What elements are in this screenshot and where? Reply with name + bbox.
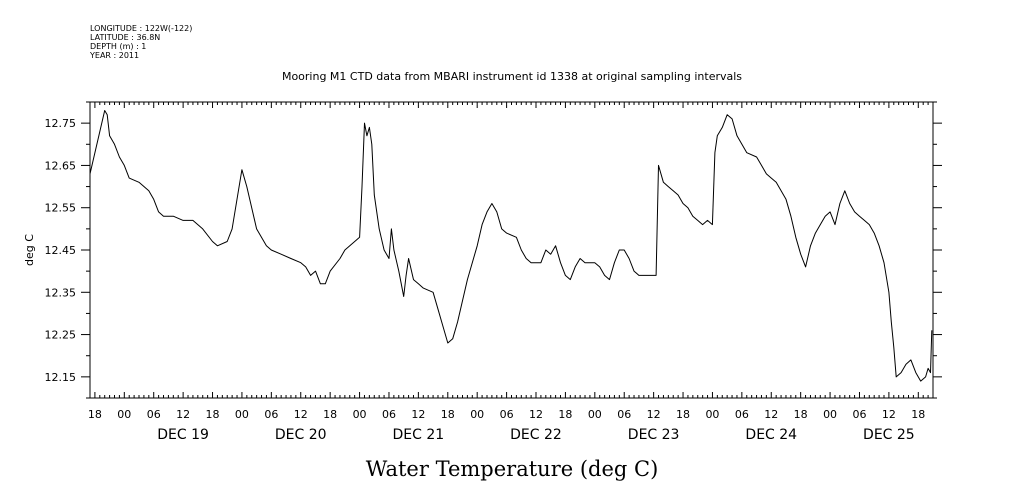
x-hour-label: 00	[235, 408, 249, 421]
meta-latitude: LATITUDE : 36.8N	[90, 33, 160, 42]
x-day-label: DEC 19	[157, 427, 209, 443]
x-hour-label: 18	[323, 408, 337, 421]
y-tick-label: 12.25	[45, 329, 77, 342]
chart-title: Mooring M1 CTD data from MBARI instrumen…	[282, 70, 742, 83]
y-tick-label: 12.55	[45, 202, 77, 215]
y-tick-label: 12.75	[45, 117, 77, 130]
x-hour-label: 12	[411, 408, 425, 421]
x-hour-label: 06	[500, 408, 514, 421]
meta-depth: DEPTH (m) : 1	[90, 42, 146, 51]
x-axis-label: Water Temperature (deg C)	[366, 457, 659, 481]
x-hour-label: 18	[676, 408, 690, 421]
y-tick-label: 12.65	[45, 159, 77, 172]
x-hour-label: 18	[441, 408, 455, 421]
x-hour-label: 00	[117, 408, 131, 421]
x-hour-label: 06	[264, 408, 278, 421]
x-hour-label: 12	[176, 408, 190, 421]
x-day-labels: DEC 19 DEC 20 DEC 21 DEC 22 DEC 23 DEC 24 DEC …	[157, 427, 914, 443]
temperature-series-line	[89, 110, 933, 382]
x-hour-label: 18	[88, 408, 102, 421]
x-day-label: DEC 25	[863, 427, 915, 443]
x-hour-label: 18	[911, 408, 925, 421]
x-hour-label: 12	[529, 408, 543, 421]
x-day-label: DEC 22	[510, 427, 562, 443]
x-hour-label: 18	[558, 408, 572, 421]
x-hour-label: 12	[647, 408, 661, 421]
x-day-label: DEC 20	[275, 427, 327, 443]
y-axis-label: deg C	[23, 234, 36, 266]
x-hour-label: 06	[852, 408, 866, 421]
x-hour-label: 18	[794, 408, 808, 421]
meta-year: YEAR : 2011	[89, 51, 139, 60]
x-hour-label: 06	[735, 408, 749, 421]
x-hour-label: 12	[764, 408, 778, 421]
x-hour-label: 06	[147, 408, 161, 421]
x-hour-label: 18	[206, 408, 220, 421]
x-day-label: DEC 24	[745, 427, 797, 443]
x-hour-label: 00	[705, 408, 719, 421]
x-hour-label: 00	[823, 408, 837, 421]
x-hour-labels: 00 06 12 18 00 06 12 18 00 06 12 18 00 06 12 18 00 06 12 18…	[88, 408, 925, 421]
y-tick-label: 12.15	[45, 371, 77, 384]
x-day-label: DEC 23	[628, 427, 680, 443]
y-tick-labels: 12.15 12.25 12.35 12.45 12.55 12.65 12.75	[45, 117, 77, 384]
metadata-header: LONGITUDE : 122W(-122) LATITUDE : 36.8N …	[89, 24, 192, 60]
y-tick-label: 12.45	[45, 244, 77, 257]
axis-ticks	[81, 101, 942, 399]
x-day-label: DEC 21	[393, 427, 445, 443]
x-hour-label: 06	[617, 408, 631, 421]
x-hour-label: 06	[382, 408, 396, 421]
x-hour-label: 00	[588, 408, 602, 421]
x-hour-label: 00	[470, 408, 484, 421]
meta-longitude: LONGITUDE : 122W(-122)	[90, 24, 192, 33]
plot-frame	[89, 101, 934, 399]
x-hour-label: 00	[353, 408, 367, 421]
x-hour-label: 12	[294, 408, 308, 421]
y-tick-label: 12.35	[45, 286, 77, 299]
x-hour-label: 12	[882, 408, 896, 421]
